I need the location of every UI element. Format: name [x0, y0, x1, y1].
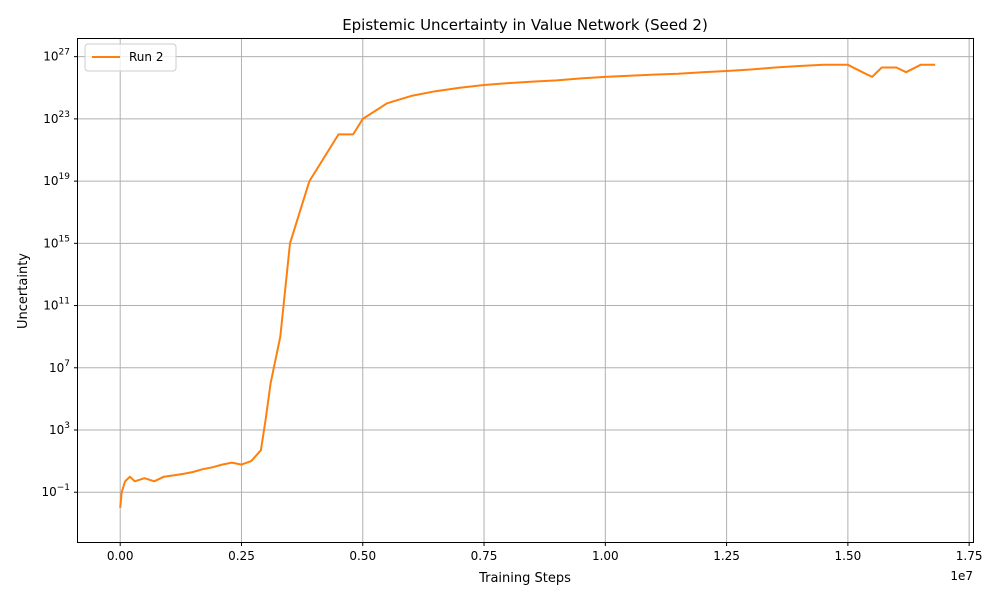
y-tick-label: 1023 — [43, 110, 70, 126]
y-tick-label: 1011 — [43, 297, 70, 313]
legend: Run 2 — [84, 43, 177, 72]
y-tick-label: 1027 — [43, 48, 70, 64]
x-tick-label: 0.25 — [228, 549, 255, 563]
legend-label-run-2: Run 2 — [129, 50, 163, 64]
y-axis-label: Uncertainty — [16, 253, 31, 329]
y-tick-label: 107 — [49, 359, 70, 375]
series-line-run-2 — [119, 63, 936, 508]
y-tick-label: 10−1 — [41, 483, 70, 499]
x-axis-offset-label: 1e7 — [950, 569, 973, 583]
chart-title: Epistemic Uncertainty in Value Network (… — [342, 16, 708, 34]
x-ticks: 0.00 0.25 0.50 0.75 1.00 1.25 1.50 1.75 — [107, 542, 983, 563]
y-tick-label: 1019 — [43, 172, 70, 188]
y-tick-label: 103 — [49, 421, 70, 437]
x-axis-label: Training Steps — [478, 571, 571, 586]
series-layer — [119, 63, 936, 508]
x-tick-label: 0.00 — [107, 549, 134, 563]
x-tick-label: 0.75 — [471, 549, 498, 563]
x-tick-label: 1.00 — [592, 549, 619, 563]
x-tick-label: 1.50 — [835, 549, 862, 563]
y-tick-label: 1015 — [43, 234, 70, 250]
y-ticks: 10−1 103 107 1011 1015 1019 1023 1027 — [41, 48, 78, 499]
plot-frame — [77, 38, 974, 543]
x-tick-label: 1.75 — [956, 549, 983, 563]
x-tick-label: 1.25 — [713, 549, 740, 563]
x-tick-label: 0.50 — [349, 549, 376, 563]
grid-lines — [78, 38, 974, 542]
legend-box — [84, 43, 177, 72]
